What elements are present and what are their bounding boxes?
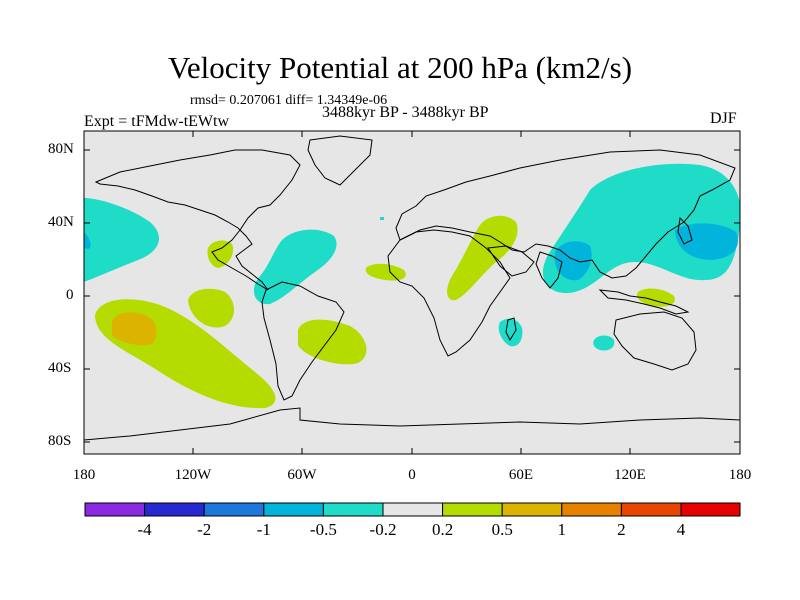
colorbar-box-4 xyxy=(322,502,384,517)
x-tick-label: 180 xyxy=(72,467,96,483)
colorbar-label: -1 xyxy=(256,520,271,539)
colorbar-box-2 xyxy=(203,502,265,517)
coast-africa xyxy=(387,229,511,357)
coast-north-america xyxy=(94,149,301,291)
coast-japan xyxy=(677,216,693,245)
period-label: 3488kyr BP - 3488kyr BP xyxy=(322,104,489,121)
coastlines xyxy=(84,135,740,441)
coast-india xyxy=(535,251,563,289)
x-tick-label: 0 xyxy=(408,467,416,483)
anomaly-madagascar xyxy=(498,318,523,347)
colorbar-label: 4 xyxy=(676,520,686,539)
y-tick-label: 80N xyxy=(48,141,74,157)
coast-greenland xyxy=(307,135,373,186)
y-tick-label: 40N xyxy=(48,214,74,230)
season-label: DJF xyxy=(710,110,737,127)
colorbar-label: 2 xyxy=(617,520,626,539)
coast-madagascar xyxy=(505,317,517,342)
anomaly-west-africa xyxy=(365,263,406,281)
colorbar-box-0 xyxy=(84,502,146,517)
colorbar-box-6 xyxy=(442,502,503,517)
anomaly-west-pacific-edge xyxy=(84,232,91,249)
colorbar-box-3 xyxy=(263,502,324,517)
anomaly-asia-core xyxy=(675,223,738,260)
colorbar-label: 0.2 xyxy=(431,520,454,539)
coast-europe-asia xyxy=(395,149,736,279)
colorbar-box-5 xyxy=(382,502,444,517)
anomaly-maritime xyxy=(636,288,675,307)
anomaly-north-pacific-east xyxy=(84,198,160,282)
coast-arabia xyxy=(487,245,535,277)
anomaly-east-africa xyxy=(447,215,518,301)
x-tick-label: 120E xyxy=(614,467,646,483)
x-tick-label: 180 xyxy=(728,467,752,483)
anomaly-south-pacific-core xyxy=(112,312,157,346)
anomaly-gulf xyxy=(207,240,234,268)
y-tick-label: 40S xyxy=(48,360,72,376)
colorbar-label: 0.5 xyxy=(491,520,513,539)
colorbar-box-10 xyxy=(680,502,741,517)
coast-south-america xyxy=(261,281,345,401)
coast-australia xyxy=(613,311,697,371)
anomaly-speck xyxy=(380,217,384,220)
coast-antarctica xyxy=(84,407,740,441)
colorbar-label: -4 xyxy=(137,520,152,539)
anomaly-indian-ocean xyxy=(593,335,615,351)
anomaly-east-pacific xyxy=(188,288,235,328)
colorbar-box-8 xyxy=(561,502,622,517)
x-tick-label: 120W xyxy=(174,467,212,483)
colorbar-label: -0.2 xyxy=(369,520,397,539)
coast-indonesia xyxy=(598,289,690,315)
anomaly-south-america xyxy=(298,319,367,365)
colorbar-label: 1 xyxy=(557,520,567,539)
chart-title: Velocity Potential at 200 hPa (km2/s) xyxy=(167,50,633,85)
experiment-label: Expt = tFMdw-tEWtw xyxy=(84,113,230,130)
tick-marks xyxy=(84,131,740,454)
y-tick-label: 0 xyxy=(66,287,74,303)
colorbar-box-7 xyxy=(501,502,563,517)
y-tick-label: 80S xyxy=(48,433,72,449)
colorbar-box-9 xyxy=(620,502,682,517)
stats-text: rmsd= 0.207061 diff= 1.34349e-06 xyxy=(190,93,388,108)
x-tick-label: 60W xyxy=(287,467,317,483)
colorbar xyxy=(84,502,741,517)
x-tick-label: 60E xyxy=(508,467,534,483)
colorbar-label: -2 xyxy=(197,520,212,539)
colorbar-label: -0.5 xyxy=(309,520,337,539)
anomaly-tibet-core xyxy=(554,241,592,281)
colorbar-box-1 xyxy=(144,502,205,517)
